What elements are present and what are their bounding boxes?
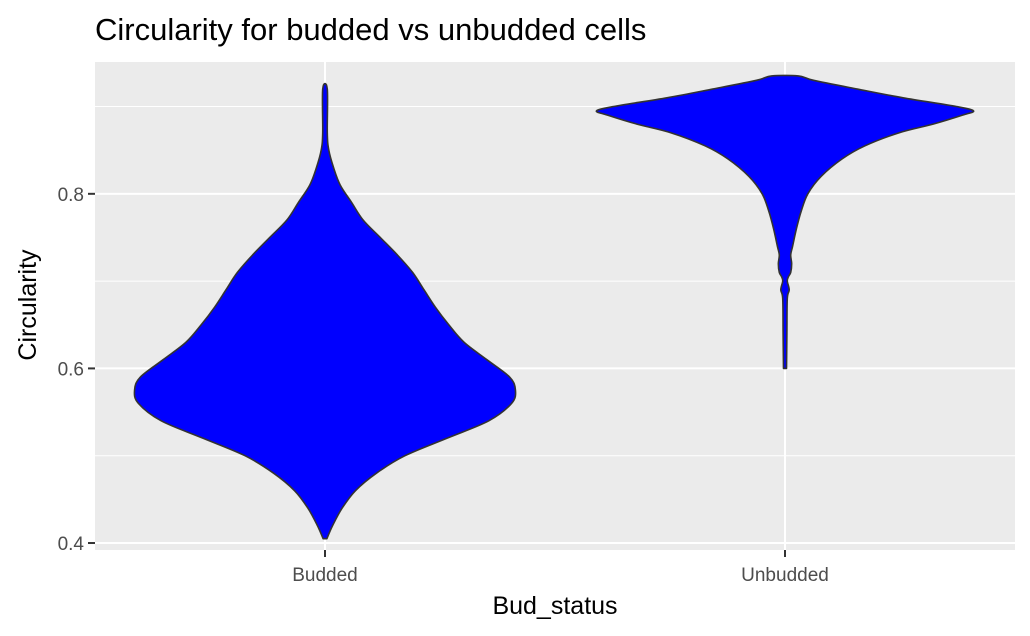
x-axis-title: Bud_status: [492, 592, 617, 620]
chart-title: Circularity for budded vs unbudded cells: [95, 12, 646, 47]
violin-unbudded: [595, 74, 975, 370]
y-tick-label: 0.8: [58, 185, 84, 206]
x-tick-label: Budded: [292, 565, 358, 586]
y-axis: 0.4 0.6 0.8: [58, 185, 95, 555]
y-axis-title: Circularity: [14, 249, 42, 361]
x-axis: Budded Unbudded: [292, 550, 829, 586]
violin-group: [133, 74, 975, 540]
violin-budded: [133, 82, 517, 540]
y-tick-label: 0.6: [58, 359, 84, 380]
y-tick-label: 0.4: [58, 534, 85, 555]
x-tick-label: Unbudded: [741, 565, 829, 586]
